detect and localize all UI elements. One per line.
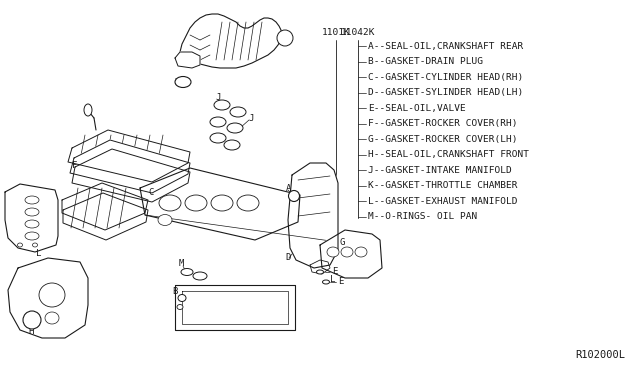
Polygon shape xyxy=(72,149,190,202)
Polygon shape xyxy=(320,230,382,278)
Text: C--GASKET-CYLINDER HEAD(RH): C--GASKET-CYLINDER HEAD(RH) xyxy=(368,73,524,81)
Ellipse shape xyxy=(159,195,181,211)
Ellipse shape xyxy=(39,283,65,307)
Text: H: H xyxy=(28,327,33,337)
Polygon shape xyxy=(63,193,148,240)
Ellipse shape xyxy=(25,196,39,204)
Polygon shape xyxy=(310,260,330,274)
Polygon shape xyxy=(178,14,282,68)
Ellipse shape xyxy=(210,117,226,127)
Text: A: A xyxy=(286,183,291,192)
Polygon shape xyxy=(68,130,190,182)
Ellipse shape xyxy=(211,195,233,211)
Text: J--GASKET-INTAKE MANIFOLD: J--GASKET-INTAKE MANIFOLD xyxy=(368,166,512,174)
Text: H--SEAL-OIL,CRANKSHAFT FRONT: H--SEAL-OIL,CRANKSHAFT FRONT xyxy=(368,150,529,159)
Ellipse shape xyxy=(25,220,39,228)
Text: G: G xyxy=(340,237,346,247)
Text: D--GASKET-SYLINDER HEAD(LH): D--GASKET-SYLINDER HEAD(LH) xyxy=(368,88,524,97)
Polygon shape xyxy=(8,258,88,338)
Text: M--O-RINGS- OIL PAN: M--O-RINGS- OIL PAN xyxy=(368,212,477,221)
Polygon shape xyxy=(70,140,190,193)
Text: D: D xyxy=(285,253,291,263)
Ellipse shape xyxy=(210,133,226,143)
Ellipse shape xyxy=(185,195,207,211)
Ellipse shape xyxy=(158,215,172,225)
Text: C: C xyxy=(148,187,154,196)
Ellipse shape xyxy=(230,107,246,117)
Polygon shape xyxy=(62,183,148,230)
Text: E--SEAL-OIL,VALVE: E--SEAL-OIL,VALVE xyxy=(368,103,466,112)
Ellipse shape xyxy=(224,140,240,150)
Ellipse shape xyxy=(214,100,230,110)
Text: G--GASKET-ROCKER COVER(LH): G--GASKET-ROCKER COVER(LH) xyxy=(368,135,518,144)
Text: L: L xyxy=(36,250,42,259)
Polygon shape xyxy=(140,168,300,240)
Text: L--GASKET-EXHAUST MANIFOLD: L--GASKET-EXHAUST MANIFOLD xyxy=(368,196,518,205)
Ellipse shape xyxy=(317,270,323,274)
Polygon shape xyxy=(5,184,58,252)
Polygon shape xyxy=(175,52,200,68)
Ellipse shape xyxy=(227,123,243,133)
Text: B: B xyxy=(172,286,177,295)
Ellipse shape xyxy=(177,305,183,310)
Text: J: J xyxy=(248,113,253,122)
Text: E: E xyxy=(332,267,337,276)
Ellipse shape xyxy=(181,269,193,276)
Ellipse shape xyxy=(25,232,39,240)
Ellipse shape xyxy=(341,247,353,257)
Text: L: L xyxy=(330,276,335,285)
Ellipse shape xyxy=(25,208,39,216)
Ellipse shape xyxy=(193,272,207,280)
Ellipse shape xyxy=(277,30,293,46)
Ellipse shape xyxy=(323,280,330,284)
Polygon shape xyxy=(288,163,338,268)
Ellipse shape xyxy=(355,247,367,257)
Text: R102000L: R102000L xyxy=(575,350,625,360)
Ellipse shape xyxy=(84,104,92,116)
Text: A--SEAL-OIL,CRANKSHAFT REAR: A--SEAL-OIL,CRANKSHAFT REAR xyxy=(368,42,524,51)
Ellipse shape xyxy=(33,243,38,247)
Ellipse shape xyxy=(327,247,339,257)
Ellipse shape xyxy=(289,190,300,202)
Polygon shape xyxy=(182,291,288,324)
Text: 11042K: 11042K xyxy=(340,28,375,36)
Text: K: K xyxy=(174,77,179,87)
Ellipse shape xyxy=(17,243,22,247)
Text: J: J xyxy=(215,93,220,102)
Ellipse shape xyxy=(45,312,59,324)
Text: B--GASKET-DRAIN PLUG: B--GASKET-DRAIN PLUG xyxy=(368,57,483,66)
Ellipse shape xyxy=(23,311,41,329)
Text: K--GASKET-THROTTLE CHAMBER: K--GASKET-THROTTLE CHAMBER xyxy=(368,181,518,190)
Text: F: F xyxy=(72,160,77,170)
Text: 1101K: 1101K xyxy=(322,28,350,36)
Text: F--GASKET-ROCKER COVER(RH): F--GASKET-ROCKER COVER(RH) xyxy=(368,119,518,128)
Polygon shape xyxy=(175,285,295,330)
Text: E: E xyxy=(338,278,344,286)
Ellipse shape xyxy=(178,295,186,301)
Ellipse shape xyxy=(175,77,191,87)
Ellipse shape xyxy=(237,195,259,211)
Text: M: M xyxy=(179,259,184,267)
